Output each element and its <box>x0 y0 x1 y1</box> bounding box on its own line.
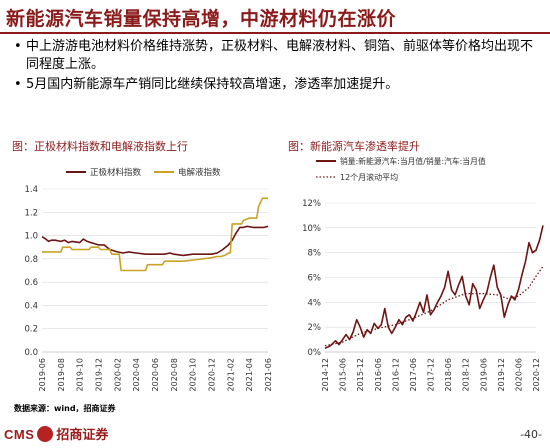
x-tick-label: 2020-06 <box>514 358 523 391</box>
chart-panel-penetration: 图：新能源汽车渗透率提升 0% 2% 4% 6% 8% 10% 12% 2014-12 2015… <box>280 126 548 396</box>
series-line-0 <box>41 225 269 257</box>
x-tick-label: 2020-12 <box>208 358 217 391</box>
y-tick-label: 0.8 <box>24 255 38 265</box>
chart-penetration-rate: 0% 2% 4% 6% 8% 10% 12% 2014-12 2015-06 2015-12 201… <box>302 156 544 391</box>
legend-label: 正极材料指数 <box>90 167 142 178</box>
y-tick-label: 2% <box>308 323 322 333</box>
chart-materials-index: 0.0 0.2 0.4 0.6 0.8 1.0 1.2 1.4 2019-06 2019-08 20… <box>24 167 273 391</box>
brand-name: 招商证券 <box>56 428 109 443</box>
x-tick-label: 2020-04 <box>132 358 141 391</box>
brand-logo: CMS 招商证券 <box>4 424 108 443</box>
bullet-dot-icon: • <box>14 39 22 54</box>
x-tick-label: 2020-06 <box>151 358 160 391</box>
data-source-note: 数据来源：wind，招商证券 <box>14 404 116 413</box>
y-tick-label: 6% <box>308 274 322 284</box>
x-tick-label: 2020-08 <box>170 358 179 391</box>
chart-title: 图：正极材料指数和电解液指数上行 <box>12 140 188 153</box>
x-tick-label: 2019-10 <box>76 358 85 391</box>
bullet-text: 中上游游电池材料价格维持涨势，正极材料、电解液材料、铜箔、前驱体等价格均出现不同… <box>26 39 534 72</box>
x-tick-label: 2015-06 <box>339 358 348 391</box>
brand-latin: CMS <box>4 427 35 442</box>
legend-label: 销量:新能源汽车:当月值/销量:汽车:当月值 <box>340 156 486 166</box>
y-tick-label: 10% <box>302 224 321 234</box>
x-tick-label: 2015-12 <box>356 358 365 391</box>
x-tick-label: 2021-04 <box>245 358 254 391</box>
x-tick-label: 2019-06 <box>479 358 488 391</box>
y-tick-label: 1.0 <box>24 232 38 242</box>
page-number: -40- <box>520 428 542 441</box>
legend-label: 电解液指数 <box>178 167 221 178</box>
bullet-item: • 5月国内新能源车产销同比继续保持较高增速，渗透率加速提升。 <box>14 76 544 94</box>
series-line-1 <box>42 197 268 272</box>
y-tick-label: 1.4 <box>24 185 38 195</box>
x-tick-label: 2020-02 <box>113 358 122 391</box>
legend-label: 12个月滚动平均 <box>340 172 398 182</box>
x-tick-label: 2018-06 <box>444 358 453 391</box>
y-tick-label: 8% <box>308 249 322 259</box>
x-tick-label: 2016-12 <box>391 358 400 391</box>
chart-panel-materials-index: 图：正极材料指数和电解液指数上行 0.0 0.2 0.4 0.6 0.8 1.0 1.2 1.… <box>4 126 273 396</box>
page-title: 新能源汽车销量保持高增，中游材料仍在涨价 <box>6 8 397 30</box>
y-tick-label: 4% <box>308 298 322 308</box>
bullet-dot-icon: • <box>14 77 22 92</box>
y-tick-label: 0.2 <box>24 325 38 335</box>
y-tick-label: 0.6 <box>24 278 38 288</box>
x-tick-label: 2019-12 <box>95 358 104 391</box>
x-tick-label: 2019-08 <box>57 358 66 391</box>
x-tick-label: 2021-02 <box>226 358 235 391</box>
bullet-text: 5月国内新能源车产销同比继续保持较高增速，渗透率加速提升。 <box>26 77 399 92</box>
y-tick-label: 12% <box>302 199 321 209</box>
x-tick-label: 2016-06 <box>374 358 383 391</box>
x-tick-label: 2017-12 <box>427 358 436 391</box>
title-divider <box>0 32 550 34</box>
y-tick-label: 0.4 <box>24 301 38 311</box>
series-line-0 <box>324 225 544 350</box>
y-tick-label: 0% <box>308 348 322 358</box>
x-tick-label: 2017-06 <box>409 358 418 391</box>
summary-bullets: • 中上游游电池材料价格维持涨势，正极材料、电解液材料、铜箔、前驱体等价格均出现… <box>14 38 544 96</box>
x-tick-label: 2019-06 <box>38 358 47 391</box>
x-tick-label: 2014-12 <box>321 358 330 391</box>
chart-title: 图：新能源汽车渗透率提升 <box>288 140 420 153</box>
x-tick-label: 2020-10 <box>189 358 198 391</box>
brand-seal-icon <box>37 426 54 442</box>
x-tick-label: 2018-12 <box>462 358 471 391</box>
x-tick-label: 2021-06 <box>264 358 272 391</box>
bullet-item: • 中上游游电池材料价格维持涨势，正极材料、电解液材料、铜箔、前驱体等价格均出现… <box>14 38 544 74</box>
x-tick-label: 2019-12 <box>497 358 506 391</box>
series-line-1 <box>324 265 544 347</box>
x-tick-label: 2020-12 <box>532 358 541 391</box>
y-tick-label: 1.2 <box>24 208 38 218</box>
y-tick-label: 0.0 <box>24 348 38 358</box>
